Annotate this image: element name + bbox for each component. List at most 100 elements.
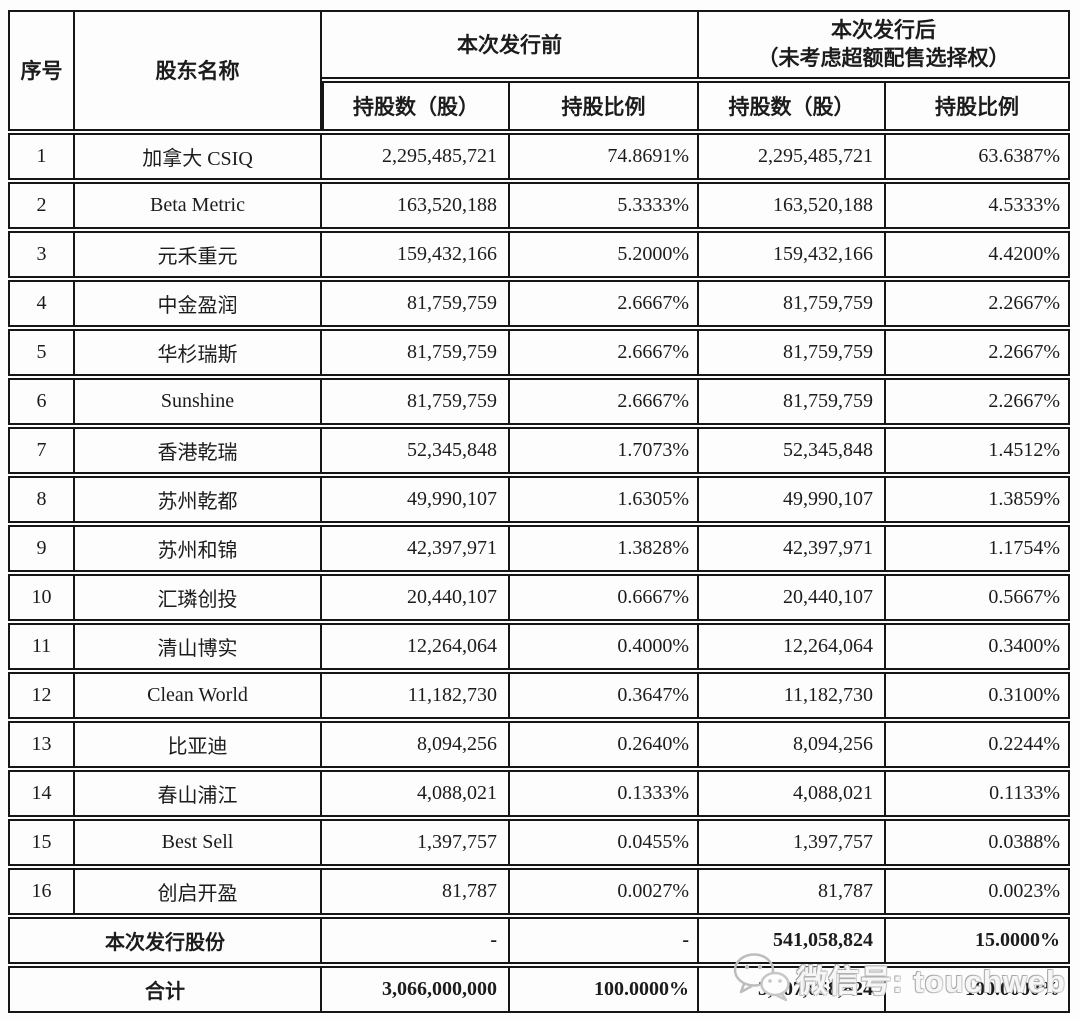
ratio-before-cell: - [510,916,699,964]
shares-before-cell: 81,787 [322,867,510,915]
ratio-after-cell: 4.4200% [886,230,1070,278]
shares-after-cell: 163,520,188 [699,181,886,229]
ratio-before-cell: 0.2640% [510,720,699,768]
shareholder-name-cell: 华杉瑞斯 [75,328,322,376]
shareholder-name-cell: 创启开盈 [75,867,322,915]
shareholder-name-cell: Best Sell [75,818,322,866]
shares-after-cell: 52,345,848 [699,426,886,474]
shareholder-name-cell: Beta Metric [75,181,322,229]
summary-label-cell: 本次发行股份 [8,916,322,964]
shareholder-name-cell: 元禾重元 [75,230,322,278]
shares-after-cell: 81,787 [699,867,886,915]
ratio-after-cell: 0.0388% [886,818,1070,866]
header-shareholder-name: 股东名称 [75,10,322,131]
shares-before-cell: 3,066,000,000 [322,965,510,1013]
ratio-after-cell: 0.5667% [886,573,1070,621]
ratio-after-cell: 0.0023% [886,867,1070,915]
shares-before-cell: - [322,916,510,964]
header-shares-after: 持股数（股） [699,80,886,131]
row-index-cell: 4 [8,279,75,327]
table-row: 6 Sunshine 81,759,759 2.6667% 81,759,759 2.26… [8,377,1070,425]
table-summary: 本次发行股份 - - 541,058,824 15.0000% 合计 3,066… [8,916,1070,1013]
shares-after-cell: 12,264,064 [699,622,886,670]
shares-before-cell: 81,759,759 [322,328,510,376]
ratio-before-cell: 0.0027% [510,867,699,915]
shares-before-cell: 8,094,256 [322,720,510,768]
ratio-after-cell: 100.0000% [886,965,1070,1013]
table-row: 13 比亚迪 8,094,256 0.2640% 8,094,256 0.2244% [8,720,1070,768]
table-row: 12 Clean World 11,182,730 0.3647% 11,182,730… [8,671,1070,719]
ratio-after-cell: 0.3400% [886,622,1070,670]
shares-after-cell: 2,295,485,721 [699,132,886,180]
table-row: 3 元禾重元 159,432,166 5.2000% 159,432,166 4.4200… [8,230,1070,278]
shareholder-name-cell: 汇璘创投 [75,573,322,621]
shareholder-name-cell: 春山浦江 [75,769,322,817]
shareholder-name-cell: 苏州和锦 [75,524,322,572]
shares-after-cell: 159,432,166 [699,230,886,278]
table-row: 5 华杉瑞斯 81,759,759 2.6667% 81,759,759 2.2667% [8,328,1070,376]
shares-before-cell: 81,759,759 [322,377,510,425]
table-row-total: 合计 3,066,000,000 100.0000% 3,607,058,824… [8,965,1070,1013]
ratio-before-cell: 0.0455% [510,818,699,866]
ratio-before-cell: 2.6667% [510,279,699,327]
row-index-cell: 12 [8,671,75,719]
ratio-after-cell: 1.3859% [886,475,1070,523]
ratio-after-cell: 4.5333% [886,181,1070,229]
shares-after-cell: 42,397,971 [699,524,886,572]
ratio-after-cell: 1.4512% [886,426,1070,474]
ratio-after-cell: 1.1754% [886,524,1070,572]
shares-before-cell: 4,088,021 [322,769,510,817]
ratio-before-cell: 2.6667% [510,377,699,425]
shareholder-name-cell: 苏州乾都 [75,475,322,523]
shareholder-name-cell: Clean World [75,671,322,719]
ratio-after-cell: 63.6387% [886,132,1070,180]
table-row: 2 Beta Metric 163,520,188 5.3333% 163,520,18… [8,181,1070,229]
shares-before-cell: 49,990,107 [322,475,510,523]
shares-after-cell: 81,759,759 [699,328,886,376]
ratio-before-cell: 5.3333% [510,181,699,229]
row-index-cell: 1 [8,132,75,180]
shareholder-name-cell: 清山博实 [75,622,322,670]
shares-before-cell: 20,440,107 [322,573,510,621]
ratio-after-cell: 0.2244% [886,720,1070,768]
ratio-before-cell: 5.2000% [510,230,699,278]
header-group-after: 本次发行后 （未考虑超额配售选择权） [699,10,1070,79]
row-index-cell: 9 [8,524,75,572]
shares-after-cell: 81,759,759 [699,279,886,327]
shares-before-cell: 159,432,166 [322,230,510,278]
ratio-before-cell: 1.7073% [510,426,699,474]
table-row: 10 汇璘创投 20,440,107 0.6667% 20,440,107 0.5667% [8,573,1070,621]
table-row: 4 中金盈润 81,759,759 2.6667% 81,759,759 2.2667% [8,279,1070,327]
table-row: 16 创启开盈 81,787 0.0027% 81,787 0.0023% [8,867,1070,915]
shareholder-name-cell: 比亚迪 [75,720,322,768]
header-index: 序号 [8,10,75,131]
header-group-before: 本次发行前 [322,10,699,79]
shares-after-cell: 8,094,256 [699,720,886,768]
ratio-after-cell: 2.2667% [886,328,1070,376]
ratio-before-cell: 0.6667% [510,573,699,621]
ratio-before-cell: 100.0000% [510,965,699,1013]
shares-after-cell: 1,397,757 [699,818,886,866]
row-index-cell: 7 [8,426,75,474]
header-group-after-line2: （未考虑超额配售选择权） [757,46,1010,71]
header-shares-before: 持股数（股） [322,80,510,131]
shareholder-name-cell: 香港乾瑞 [75,426,322,474]
header-ratio-after: 持股比例 [886,80,1070,131]
shares-before-cell: 12,264,064 [322,622,510,670]
table-row: 9 苏州和锦 42,397,971 1.3828% 42,397,971 1.1754% [8,524,1070,572]
ratio-after-cell: 15.0000% [886,916,1070,964]
shareholder-name-cell: 中金盈润 [75,279,322,327]
ratio-before-cell: 1.3828% [510,524,699,572]
row-index-cell: 13 [8,720,75,768]
shares-after-cell: 49,990,107 [699,475,886,523]
ratio-before-cell: 0.3647% [510,671,699,719]
row-index-cell: 10 [8,573,75,621]
table-body: 1 加拿大 CSIQ 2,295,485,721 74.8691% 2,295,485,… [8,132,1070,915]
ratio-before-cell: 74.8691% [510,132,699,180]
row-index-cell: 6 [8,377,75,425]
table-row: 11 清山博实 12,264,064 0.4000% 12,264,064 0.3400% [8,622,1070,670]
shareholder-name-cell: Sunshine [75,377,322,425]
ratio-before-cell: 0.1333% [510,769,699,817]
ratio-after-cell: 2.2667% [886,377,1070,425]
